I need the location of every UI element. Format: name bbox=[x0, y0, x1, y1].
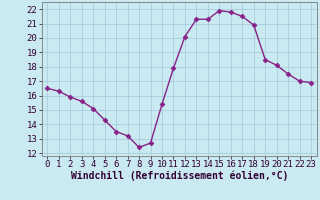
X-axis label: Windchill (Refroidissement éolien,°C): Windchill (Refroidissement éolien,°C) bbox=[70, 171, 288, 181]
